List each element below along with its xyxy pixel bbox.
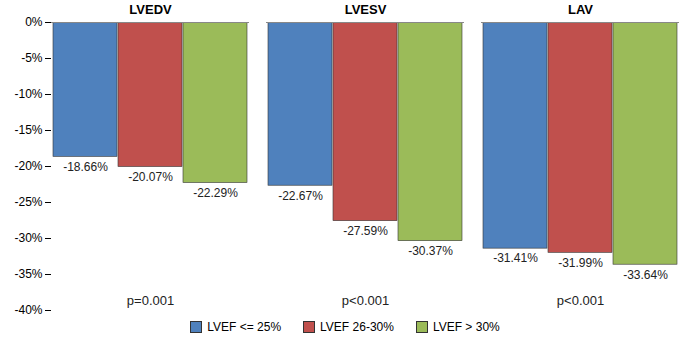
svg-text:LVEDV: LVEDV: [129, 2, 172, 17]
svg-text:p<0.001: p<0.001: [557, 293, 604, 308]
svg-text:-22.29%: -22.29%: [193, 186, 238, 200]
svg-text:-27.59%: -27.59%: [343, 224, 388, 238]
svg-text:-25%: -25%: [14, 195, 42, 209]
svg-text:-31.99%: -31.99%: [558, 256, 603, 270]
svg-text:-31.41%: -31.41%: [493, 251, 538, 265]
svg-text:-20%: -20%: [14, 159, 42, 173]
svg-text:-10%: -10%: [14, 87, 42, 101]
html-text:LVEF > 30%: LVEF > 30%: [432, 320, 500, 334]
svg-text:-30%: -30%: [14, 231, 42, 245]
html-text:LVEF 26-30%: LVEF 26-30%: [320, 320, 394, 334]
svg-text:LAV: LAV: [568, 2, 593, 17]
svg-text:-33.64%: -33.64%: [623, 268, 668, 282]
svg-text:-15%: -15%: [14, 123, 42, 137]
svg-text:-30.37%: -30.37%: [408, 244, 453, 258]
svg-text:-20.07%: -20.07%: [128, 170, 173, 184]
svg-text:-22.67%: -22.67%: [278, 189, 323, 203]
html-text:LVEF <= 25%: LVEF <= 25%: [207, 320, 282, 334]
svg-text:-18.66%: -18.66%: [63, 160, 108, 174]
svg-text:-5%: -5%: [21, 51, 43, 65]
svg-text:p=0.001: p=0.001: [127, 293, 174, 308]
svg-text:LVESV: LVESV: [345, 2, 387, 17]
svg-text:0%: 0%: [25, 15, 43, 29]
svg-text:-40%: -40%: [14, 303, 42, 317]
svg-text:p<0.001: p<0.001: [342, 293, 389, 308]
svg-text:-35%: -35%: [14, 267, 42, 281]
